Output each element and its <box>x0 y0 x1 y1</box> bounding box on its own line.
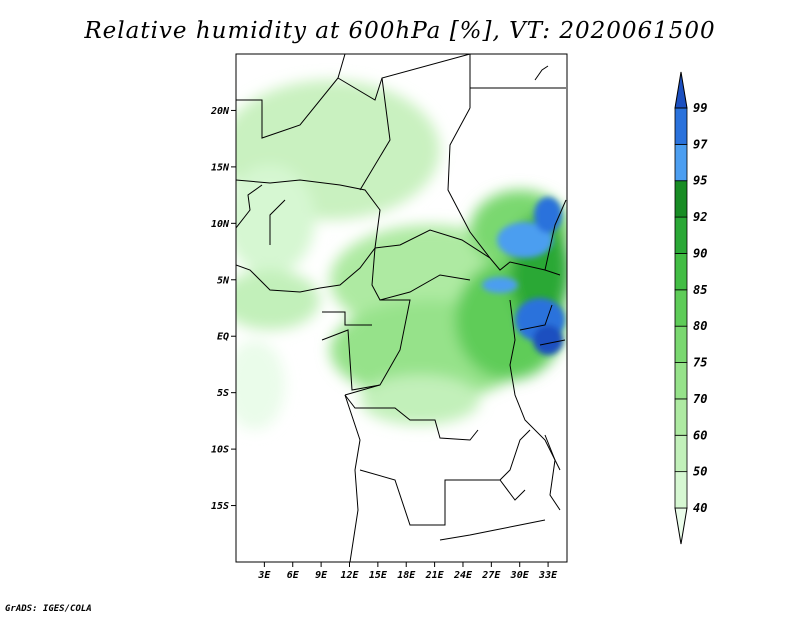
border-path <box>534 65 549 81</box>
humidity-area-saturated-3 <box>482 277 518 293</box>
lon-tick-label: 33E <box>538 570 558 581</box>
border-path <box>236 264 321 293</box>
colorbar-swatch <box>674 507 688 545</box>
colorbar-level-label: 75 <box>693 356 707 370</box>
lon-tick-label: 15E <box>369 570 388 581</box>
humidity-area-gulf <box>236 270 320 330</box>
border-path <box>359 77 391 191</box>
country-borders <box>236 54 567 562</box>
border-path <box>544 199 567 271</box>
border-path <box>344 394 479 441</box>
border-path <box>544 434 561 511</box>
humidity-field <box>236 80 567 430</box>
colorbar-level-label: 95 <box>693 174 707 188</box>
lon-tick-label: 12E <box>340 570 359 581</box>
colorbar-level-label: 97 <box>693 137 708 151</box>
lat-tick-label: 5N <box>217 275 230 286</box>
colorbar-swatch <box>674 180 688 218</box>
lon-tick-label: 18E <box>397 570 416 581</box>
border-path <box>447 107 491 259</box>
border-path <box>236 54 346 139</box>
colorbar-legend: 40 50 60 70 75 80 85 90 92 95 97 99 <box>674 71 708 545</box>
lat-tick-label: 20N <box>210 106 230 117</box>
colorbar-level-label: 90 <box>693 246 707 260</box>
footer-credit: GrADS: IGES/COLA <box>5 604 92 614</box>
border-path <box>337 54 471 101</box>
lon-tick-label: 21E <box>425 570 445 581</box>
humidity-area-saturated-5 <box>533 325 563 355</box>
humidity-area-atlantic <box>236 340 285 430</box>
humidity-area-saturated-1 <box>497 222 553 258</box>
border-path <box>344 394 361 562</box>
border-path <box>374 229 561 276</box>
border-path <box>269 199 286 245</box>
lon-tick-label: 30E <box>510 570 530 581</box>
border-path <box>519 304 553 331</box>
chart-title: Relative humidity at 600hPa [%], VT: 202… <box>84 18 716 44</box>
lon-tick-label: 9E <box>315 570 328 581</box>
humidity-area-south <box>360 375 480 425</box>
colorbar-swatch <box>674 107 688 145</box>
colorbar-swatch <box>674 253 688 291</box>
lat-tick-label: 10N <box>211 219 230 230</box>
border-path <box>371 247 471 301</box>
border-path <box>539 339 566 346</box>
colorbar-swatch <box>674 71 688 109</box>
colorbar-swatch <box>674 325 688 363</box>
colorbar-level-label: 60 <box>693 428 707 442</box>
colorbar-level-label: 50 <box>693 465 707 479</box>
border-path <box>344 299 411 396</box>
colorbar-level-label: 99 <box>693 101 707 115</box>
lon-tick-label: 27E <box>481 570 501 581</box>
lat-tick-label: 10S <box>211 445 229 456</box>
border-path <box>439 519 546 541</box>
border-path <box>236 184 263 229</box>
colorbar-swatch <box>674 143 688 182</box>
lat-tick-label: 15N <box>211 162 230 173</box>
border-path <box>509 299 561 471</box>
colorbar-swatch <box>674 289 688 327</box>
lat-tick-label: 15S <box>211 501 229 512</box>
lat-tick-label: EQ <box>217 332 229 343</box>
colorbar-level-label: 70 <box>693 392 707 406</box>
latitude-axis: 20N 15N 10N 5N EQ 5S 10S 15S <box>210 106 236 512</box>
colorbar-swatch <box>674 434 688 473</box>
humidity-area-west <box>236 165 315 275</box>
colorbar-level-label: 40 <box>693 501 707 515</box>
lat-tick-label: 5S <box>217 388 229 399</box>
colorbar-level-label: 85 <box>693 283 707 297</box>
lon-tick-label: 24E <box>453 570 473 581</box>
border-path <box>321 329 381 391</box>
longitude-axis: 3E 6E 9E 12E 15E 18E 21E 24E 27E 30E 33E <box>257 562 558 581</box>
colorbar-level-label: 80 <box>693 319 707 333</box>
colorbar-swatch <box>674 471 688 509</box>
colorbar-swatch <box>674 398 688 436</box>
humidity-area-saturated-2 <box>534 197 562 233</box>
border-path <box>499 429 531 481</box>
colorbar-level-label: 92 <box>693 210 707 224</box>
lon-tick-label: 6E <box>287 570 300 581</box>
lon-tick-label: 3E <box>257 570 271 581</box>
map-frame <box>235 53 568 563</box>
border-path <box>322 311 372 326</box>
border-path <box>236 179 381 289</box>
border-path <box>359 469 526 526</box>
colorbar-swatch <box>674 362 688 400</box>
colorbar-swatch <box>674 216 688 254</box>
